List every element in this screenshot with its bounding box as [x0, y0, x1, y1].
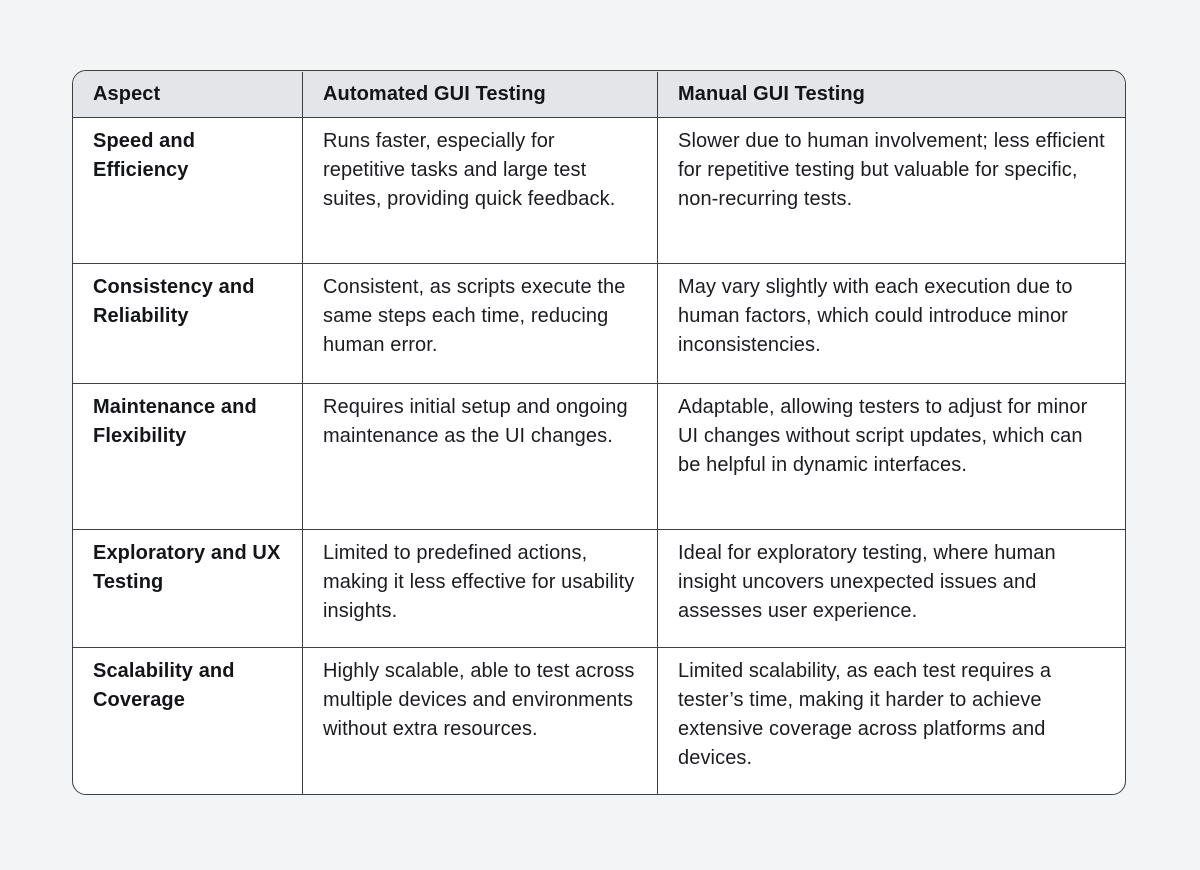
table-row-speed-and-efficiency: Speed and Efficiency Runs faster, especi… [73, 117, 1125, 263]
manual-cell: May vary slightly with each execution du… [657, 264, 1125, 383]
column-header-aspect: Aspect [93, 82, 161, 105]
aspect-cell: Exploratory and UX Testing [93, 542, 281, 593]
automated-cell: Runs faster, especially for repetitive t… [302, 118, 657, 263]
manual-cell: Adaptable, allowing testers to adjust fo… [657, 384, 1125, 529]
manual-cell: Slower due to human involvement; less ef… [657, 118, 1125, 263]
table-row-scalability-and-coverage: Scalability and Coverage Highly scalable… [73, 647, 1125, 794]
table-row-exploratory-and-ux-testing: Exploratory and UX Testing Limited to pr… [73, 529, 1125, 647]
aspect-cell: Speed and Efficiency [93, 130, 196, 181]
manual-cell: Ideal for exploratory testing, where hum… [657, 530, 1125, 647]
comparison-table: Aspect Automated GUI Testing Manual GUI … [72, 70, 1126, 795]
automated-cell: Requires initial setup and ongoing maint… [302, 384, 657, 529]
column-header-automated-gui-testing: Automated GUI Testing [302, 71, 657, 117]
automated-cell: Limited to predefined actions, making it… [302, 530, 657, 647]
table-header-row: Aspect Automated GUI Testing Manual GUI … [73, 71, 1125, 117]
automated-cell: Consistent, as scripts execute the same … [302, 264, 657, 383]
aspect-cell: Maintenance and Flexibility [93, 396, 257, 447]
table-row-maintenance-and-flexibility: Maintenance and Flexibility Requires ini… [73, 383, 1125, 529]
manual-cell: Limited scalability, as each test requir… [657, 648, 1125, 794]
column-header-manual-gui-testing: Manual GUI Testing [657, 71, 1125, 117]
aspect-cell: Scalability and Coverage [93, 660, 235, 711]
aspect-cell: Consistency and Reliability [93, 276, 255, 327]
table-row-consistency-and-reliability: Consistency and Reliability Consistent, … [73, 263, 1125, 383]
automated-cell: Highly scalable, able to test across mul… [302, 648, 657, 794]
